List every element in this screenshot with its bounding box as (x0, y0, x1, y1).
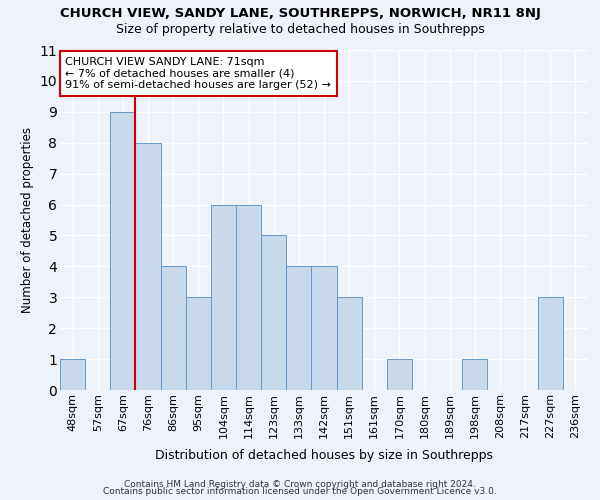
Bar (337, 298, 362, 390)
Bar (211, 204, 236, 390)
Y-axis label: Number of detached properties: Number of detached properties (21, 127, 34, 313)
Text: Contains HM Land Registry data © Crown copyright and database right 2024.: Contains HM Land Registry data © Crown c… (124, 480, 476, 489)
Text: CHURCH VIEW SANDY LANE: 71sqm
← 7% of detached houses are smaller (4)
91% of sem: CHURCH VIEW SANDY LANE: 71sqm ← 7% of de… (65, 57, 331, 90)
Bar (60, 359, 85, 390)
Bar (286, 266, 311, 390)
Bar (261, 236, 286, 390)
Text: CHURCH VIEW, SANDY LANE, SOUTHREPPS, NORWICH, NR11 8NJ: CHURCH VIEW, SANDY LANE, SOUTHREPPS, NOR… (59, 8, 541, 20)
Text: Size of property relative to detached houses in Southrepps: Size of property relative to detached ho… (116, 22, 484, 36)
Text: Contains public sector information licensed under the Open Government Licence v3: Contains public sector information licen… (103, 487, 497, 496)
Bar (311, 266, 337, 390)
Bar (186, 298, 211, 390)
Bar (136, 142, 161, 390)
Bar (161, 266, 186, 390)
Bar (387, 359, 412, 390)
Bar (110, 112, 136, 390)
X-axis label: Distribution of detached houses by size in Southrepps: Distribution of detached houses by size … (155, 449, 493, 462)
Bar (236, 204, 261, 390)
Bar (462, 359, 487, 390)
Bar (538, 298, 563, 390)
